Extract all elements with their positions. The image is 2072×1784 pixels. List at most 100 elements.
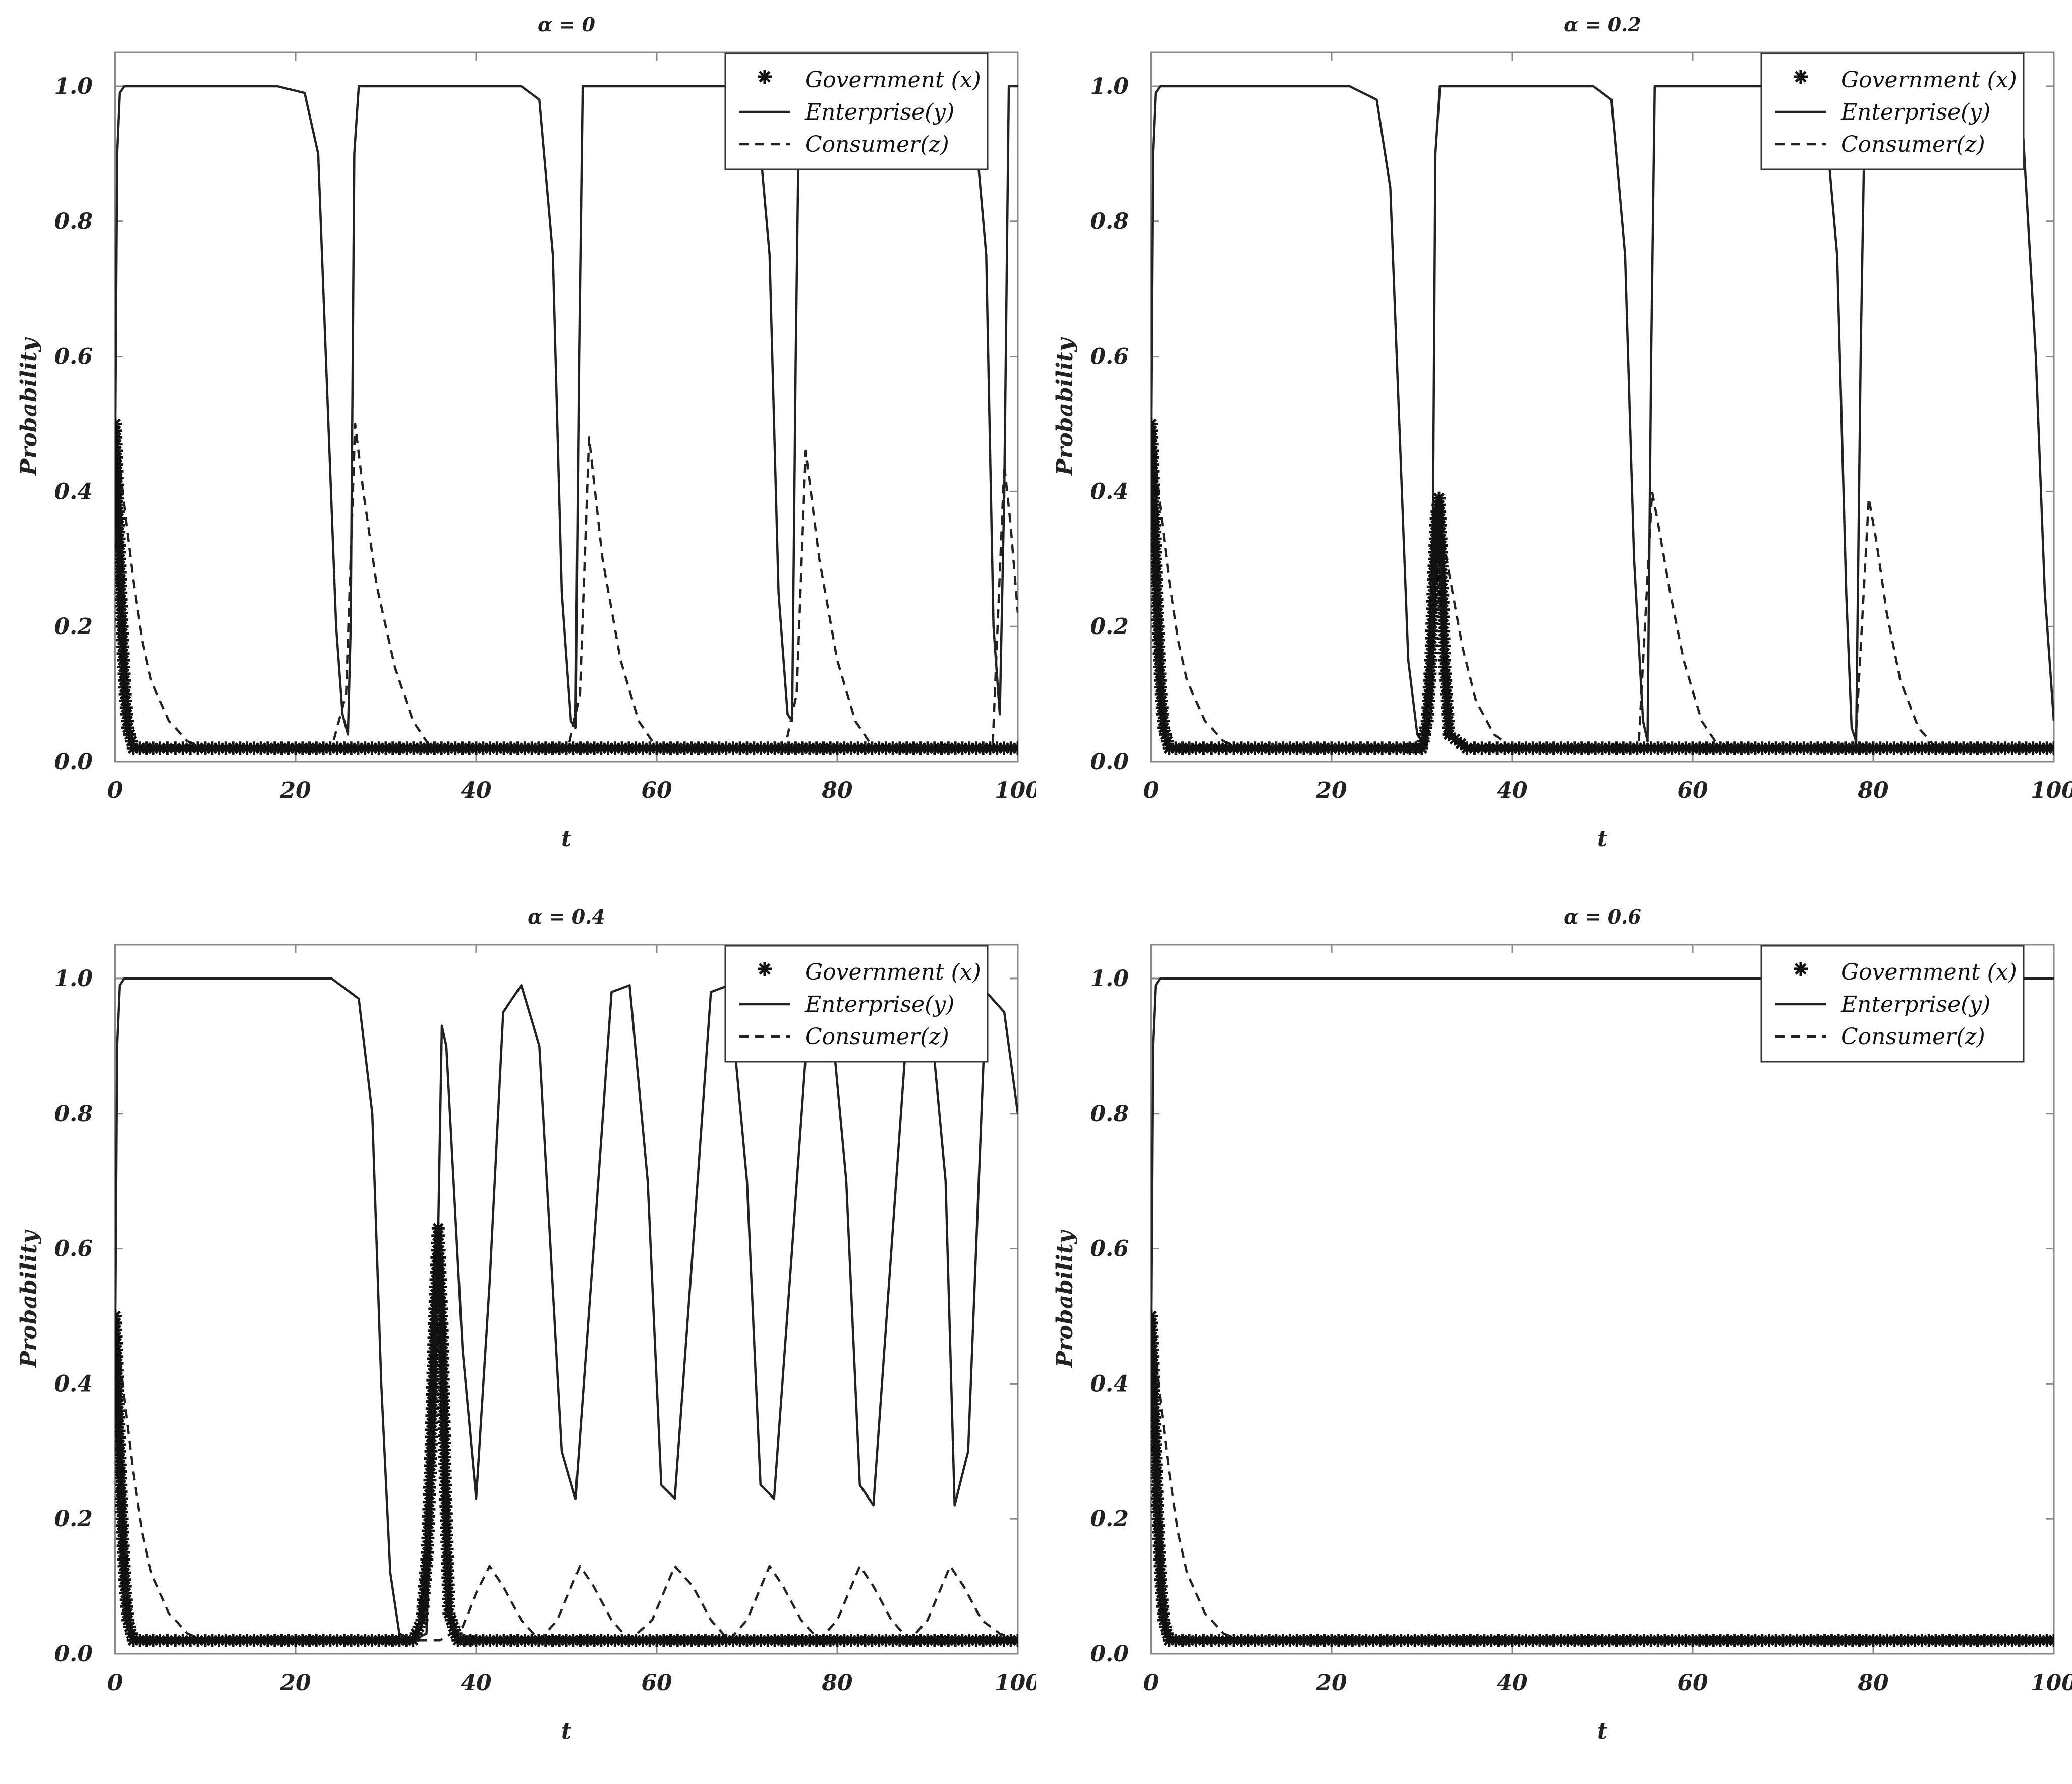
government-marker [1151,471,1160,485]
government-marker [928,1634,941,1647]
government-marker [1151,600,1164,613]
government-marker [1432,498,1446,512]
government-marker [125,734,138,748]
government-marker [1318,741,1332,755]
government-marker [1152,626,1165,640]
x-tick-label: 60 [641,778,672,803]
government-marker [1936,1634,1949,1647]
government-marker [900,1634,913,1647]
government-marker [1151,1499,1164,1512]
government-marker [427,1352,440,1365]
government-marker [678,741,692,755]
government-marker [1151,613,1164,626]
x-tick-label: 40 [1497,1670,1528,1696]
government-marker [1325,741,1338,755]
government-marker [392,1634,406,1647]
government-marker [212,741,226,755]
government-marker [935,741,948,755]
government-marker [1248,741,1262,755]
government-marker [161,741,175,755]
government-marker [1339,741,1353,755]
legend-label: Consumer(z) [805,132,949,157]
government-marker [1442,728,1456,741]
government-marker [1644,741,1658,755]
government-marker [1686,741,1699,755]
legend-swatch-government [758,70,772,84]
government-marker [439,1500,453,1513]
government-marker [1460,741,1474,755]
government-marker [1151,1445,1162,1458]
government-marker [511,741,525,755]
government-marker [1151,1471,1163,1485]
government-marker [1922,1634,1936,1647]
government-marker [118,1566,131,1580]
government-marker [115,1465,127,1478]
government-marker [810,1634,823,1647]
y-axis-label: Probability [16,337,42,477]
series-line-enterprise [115,977,1018,1642]
x-tick-label: 40 [1497,778,1528,803]
government-marker [935,1634,948,1647]
government-marker [441,1557,454,1570]
legend-label: Government (x) [805,959,981,985]
government-marker [440,1535,454,1549]
government-marker [1325,1634,1338,1647]
government-marker [643,1634,657,1647]
government-marker [1283,741,1297,755]
government-marker [118,687,132,701]
government-marker [439,1492,452,1506]
government-marker [1617,741,1630,755]
government-marker [289,741,302,755]
government-marker [761,1634,775,1647]
plot-area [1151,85,2054,755]
government-marker [844,741,858,755]
government-marker [115,1404,125,1417]
government-marker [1491,1634,1505,1647]
government-marker [1554,1634,1568,1647]
government-marker [1162,1634,1176,1647]
government-marker [1269,741,1283,755]
government-marker [560,741,573,755]
government-marker [1151,1357,1160,1370]
government-marker [657,741,670,755]
government-marker [117,1546,130,1560]
government-marker [126,741,140,755]
government-marker [1438,660,1452,674]
y-tick-label: 0.0 [54,1641,93,1667]
government-marker [1408,1634,1422,1647]
x-tick-label: 0 [107,778,123,803]
government-marker [115,1323,123,1337]
government-marker [117,1552,130,1566]
government-marker [1151,566,1163,580]
government-marker [990,1634,1004,1647]
government-marker [2005,1634,2019,1647]
government-marker [1347,741,1360,755]
legend: Government (x) Enterprise(y) Consumer(z) [1760,945,2025,1063]
government-marker [1151,1337,1159,1350]
government-marker [483,1634,497,1647]
government-marker [1825,1634,1838,1647]
government-marker [455,741,469,755]
government-marker [426,1395,439,1408]
government-marker [976,741,990,755]
government-marker [1693,741,1706,755]
government-marker [1526,1634,1540,1647]
government-marker [1424,660,1437,674]
government-marker [1153,1552,1166,1566]
government-marker [115,532,126,546]
government-marker [441,741,455,755]
government-marker [435,1331,449,1344]
government-marker [990,741,1004,755]
government-marker [344,1634,358,1647]
government-marker [444,1614,458,1627]
government-marker [399,1634,413,1647]
government-marker [2033,741,2047,755]
government-marker [789,1634,802,1647]
government-marker [525,1634,539,1647]
y-tick-label: 0.6 [54,344,93,370]
government-marker [1154,1573,1167,1586]
government-marker [438,1457,452,1471]
x-tick-label: 80 [821,1670,853,1696]
government-marker [1425,631,1438,645]
government-marker [438,1471,452,1485]
